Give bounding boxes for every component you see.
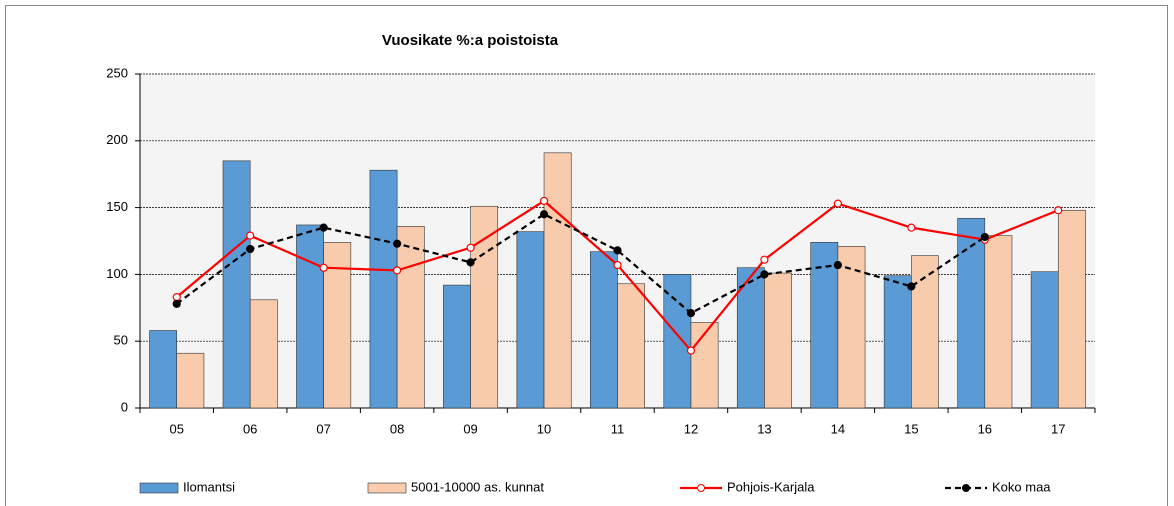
bar bbox=[957, 217, 986, 409]
legend-label: 5001-10000 as. kunnat bbox=[411, 479, 544, 494]
marker bbox=[246, 231, 255, 240]
legend-label: Ilomantsi bbox=[183, 479, 235, 494]
bar bbox=[149, 330, 178, 409]
marker bbox=[980, 232, 989, 242]
x-tick-label: 14 bbox=[831, 421, 845, 436]
bar bbox=[984, 235, 1013, 409]
marker bbox=[466, 243, 475, 252]
marker bbox=[833, 260, 842, 270]
x-tick-label: 07 bbox=[316, 421, 330, 436]
bar bbox=[396, 226, 425, 409]
legend-swatch bbox=[367, 482, 407, 494]
marker bbox=[539, 196, 549, 206]
x-tick-label: 16 bbox=[978, 421, 992, 436]
marker bbox=[760, 255, 769, 264]
bar bbox=[663, 274, 692, 409]
bar bbox=[249, 299, 278, 409]
marker bbox=[319, 223, 328, 232]
marker bbox=[760, 270, 769, 279]
legend-label: Pohjois-Karjala bbox=[727, 479, 815, 494]
bar bbox=[764, 272, 792, 409]
x-tick-label: 15 bbox=[904, 421, 918, 436]
y-tick-label: 100 bbox=[106, 266, 128, 281]
marker bbox=[613, 246, 622, 255]
marker bbox=[466, 258, 475, 267]
bar bbox=[443, 284, 471, 409]
y-tick-label: 50 bbox=[114, 333, 128, 348]
marker bbox=[613, 260, 622, 270]
legend-swatch bbox=[139, 482, 179, 494]
x-tick-label: 09 bbox=[463, 421, 477, 436]
marker bbox=[1054, 206, 1063, 215]
bar bbox=[590, 251, 618, 409]
marker bbox=[907, 223, 916, 232]
bar bbox=[296, 224, 324, 409]
y-tick-label: 250 bbox=[106, 65, 128, 80]
legend-marker bbox=[697, 484, 705, 492]
line bbox=[176, 213, 986, 315]
bar bbox=[1057, 209, 1086, 409]
marker bbox=[393, 266, 402, 275]
bar bbox=[323, 242, 352, 409]
marker bbox=[172, 293, 181, 302]
bar bbox=[222, 160, 251, 409]
y-tick-label: 150 bbox=[106, 199, 128, 214]
marker bbox=[907, 282, 916, 291]
bar bbox=[810, 242, 839, 409]
bar bbox=[837, 246, 866, 409]
marker bbox=[172, 299, 181, 308]
bar bbox=[690, 322, 719, 409]
marker bbox=[539, 210, 549, 219]
y-tick-label: 0 bbox=[121, 399, 128, 414]
legend-label: Koko maa bbox=[992, 479, 1051, 494]
marker bbox=[686, 346, 696, 355]
marker bbox=[393, 239, 402, 248]
marker bbox=[833, 199, 842, 208]
bar bbox=[736, 267, 765, 409]
x-tick-label: 17 bbox=[1051, 421, 1065, 436]
x-tick-label: 08 bbox=[390, 421, 404, 436]
bar bbox=[1030, 271, 1059, 409]
x-tick-label: 05 bbox=[169, 421, 183, 436]
bar bbox=[470, 205, 499, 409]
y-tick-label: 200 bbox=[106, 132, 128, 147]
marker bbox=[319, 263, 328, 272]
x-tick-label: 11 bbox=[611, 421, 625, 436]
bar bbox=[176, 352, 205, 409]
bar bbox=[543, 152, 572, 409]
bar bbox=[369, 169, 398, 409]
marker bbox=[246, 244, 255, 254]
bar bbox=[911, 255, 939, 409]
bar bbox=[883, 275, 912, 409]
x-tick-label: 12 bbox=[684, 421, 698, 436]
bar bbox=[617, 283, 645, 409]
x-tick-label: 13 bbox=[757, 421, 771, 436]
x-tick-label: 10 bbox=[537, 421, 551, 436]
legend-marker bbox=[962, 484, 970, 492]
chart-title: Vuosikate %:a poistoista bbox=[382, 32, 559, 49]
bar bbox=[516, 231, 545, 409]
marker bbox=[686, 309, 696, 318]
x-tick-label: 06 bbox=[243, 421, 257, 436]
